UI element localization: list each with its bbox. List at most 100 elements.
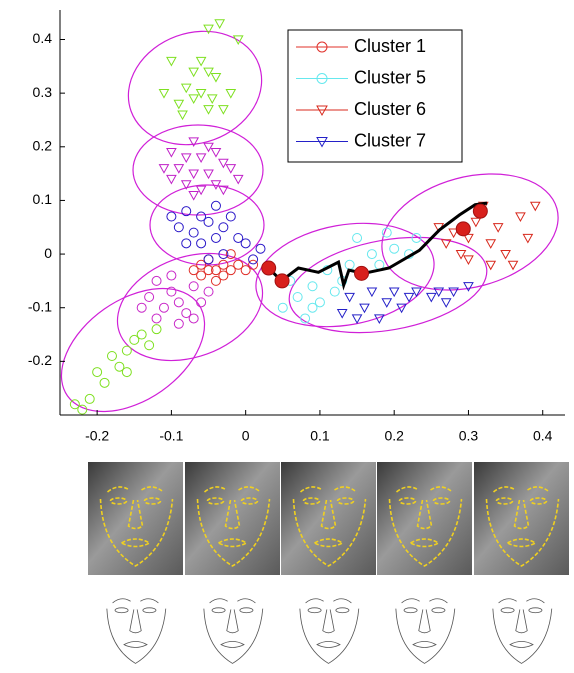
point xyxy=(203,24,214,35)
face-sketch xyxy=(106,598,167,664)
point xyxy=(121,367,132,378)
point xyxy=(188,281,199,292)
point xyxy=(210,148,222,158)
point xyxy=(507,260,519,271)
point xyxy=(218,222,229,233)
point xyxy=(463,255,474,265)
face-panels xyxy=(88,462,569,664)
point xyxy=(232,35,244,46)
face-sketch xyxy=(203,598,264,664)
point xyxy=(195,56,207,67)
point xyxy=(240,265,251,276)
point xyxy=(352,232,363,243)
face-photo xyxy=(281,462,376,575)
point xyxy=(515,212,526,223)
point xyxy=(396,303,407,314)
face-sketch xyxy=(492,598,553,664)
point xyxy=(307,281,318,292)
point xyxy=(188,67,200,78)
x-tick-label: -0.1 xyxy=(159,428,183,444)
face-sketch xyxy=(395,598,456,664)
point xyxy=(210,265,221,276)
point xyxy=(240,238,251,249)
point xyxy=(177,110,188,121)
point xyxy=(218,249,229,260)
y-tick-label: 0.3 xyxy=(33,84,53,100)
point xyxy=(203,216,214,227)
point xyxy=(218,105,229,115)
point xyxy=(188,313,199,324)
x-tick-label: 0.4 xyxy=(533,428,553,444)
point xyxy=(166,56,177,67)
point xyxy=(381,298,393,308)
point xyxy=(344,292,355,303)
y-tick-label: 0.4 xyxy=(33,30,53,46)
point xyxy=(448,287,459,298)
point xyxy=(173,164,185,174)
legend-label: Cluster 6 xyxy=(354,99,426,119)
face-photo xyxy=(185,462,280,575)
point xyxy=(196,259,207,270)
x-tick-label: 0.1 xyxy=(310,428,330,444)
waypoint xyxy=(261,260,277,276)
point xyxy=(336,308,348,319)
point xyxy=(188,137,200,147)
point xyxy=(316,73,328,84)
point xyxy=(114,361,125,372)
point xyxy=(166,286,177,297)
y-tick-label: -0.2 xyxy=(28,352,52,368)
point xyxy=(292,291,303,302)
point xyxy=(188,265,199,276)
point xyxy=(188,227,199,238)
point xyxy=(84,393,95,404)
point xyxy=(144,291,155,302)
point xyxy=(195,89,207,99)
point xyxy=(214,19,226,29)
y-tick-label: -0.1 xyxy=(28,298,52,314)
waypoint xyxy=(274,273,290,289)
point xyxy=(180,153,192,164)
point xyxy=(366,287,378,298)
point xyxy=(121,345,132,356)
point xyxy=(180,83,192,94)
point xyxy=(389,243,400,254)
legend-label: Cluster 7 xyxy=(354,130,426,150)
point xyxy=(529,201,541,212)
ellipse xyxy=(132,124,264,216)
point xyxy=(344,259,355,270)
point xyxy=(106,350,117,361)
point xyxy=(232,174,244,185)
point xyxy=(166,211,177,222)
point xyxy=(485,260,497,271)
point xyxy=(411,287,422,298)
point xyxy=(248,254,259,265)
point xyxy=(196,297,207,308)
point xyxy=(277,302,288,313)
point xyxy=(166,270,177,281)
point xyxy=(210,72,222,83)
face-photo xyxy=(474,462,569,575)
point xyxy=(210,200,221,211)
point xyxy=(522,233,534,244)
y-tick-label: 0 xyxy=(44,245,52,261)
point xyxy=(69,399,80,410)
point xyxy=(77,404,88,415)
point xyxy=(210,232,221,243)
ellipse xyxy=(255,222,435,328)
point xyxy=(151,313,162,324)
point xyxy=(373,314,385,324)
face-photo xyxy=(88,462,183,575)
point xyxy=(485,239,497,249)
trajectory xyxy=(267,201,488,291)
y-tick-label: 0.2 xyxy=(33,137,53,153)
ellipse xyxy=(60,287,206,413)
point xyxy=(158,89,170,99)
waypoint xyxy=(455,221,471,237)
point xyxy=(158,164,170,174)
point xyxy=(181,238,192,249)
point xyxy=(206,94,218,105)
point xyxy=(203,254,214,265)
face-sketch xyxy=(299,598,360,664)
point xyxy=(203,105,214,115)
point xyxy=(196,270,207,281)
